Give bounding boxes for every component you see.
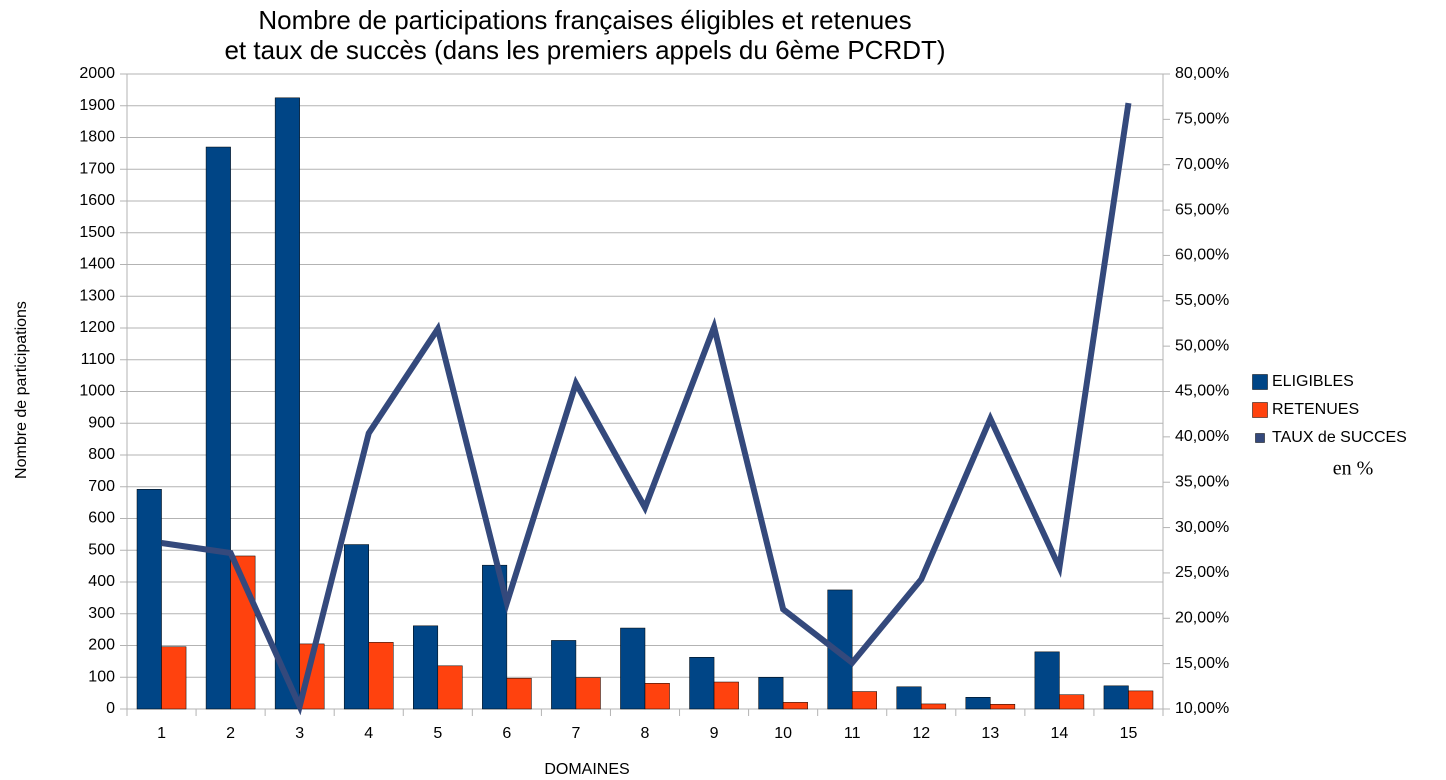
x-tick-label: 14 bbox=[1051, 725, 1069, 742]
y-tick-label: 1800 bbox=[79, 129, 115, 146]
y-tick-label: 1300 bbox=[79, 287, 115, 304]
bar bbox=[551, 640, 577, 710]
y-tick-label: 1100 bbox=[81, 351, 116, 368]
bar bbox=[851, 691, 877, 710]
y-tick-label: 1000 bbox=[79, 383, 115, 400]
y2-tick-label: 75,00% bbox=[1175, 111, 1229, 128]
annotation: en % bbox=[1333, 458, 1374, 480]
y-tick-label: 1600 bbox=[79, 192, 115, 209]
line bbox=[161, 102, 1132, 716]
y2-tick-label: 55,00% bbox=[1175, 292, 1229, 309]
y-tick-label: 600 bbox=[88, 510, 115, 527]
y2-tick-label: 60,00% bbox=[1175, 247, 1229, 264]
x-tick-label: 5 bbox=[433, 725, 442, 742]
y2-tick-label: 70,00% bbox=[1175, 156, 1229, 173]
x-tick-label: 1 bbox=[157, 725, 166, 742]
y-tick-label: 2000 bbox=[79, 65, 115, 82]
y2-tick-label: 20,00% bbox=[1175, 610, 1229, 627]
y-axis-label: Nombre de participations bbox=[13, 301, 30, 479]
bar bbox=[575, 677, 601, 710]
y-tick-label: 1700 bbox=[79, 160, 115, 177]
bar bbox=[758, 677, 784, 710]
chart-title: et taux de succès (dans les premiers app… bbox=[224, 35, 945, 65]
x-tick-label: 11 bbox=[844, 725, 861, 742]
y-tick-label: 200 bbox=[88, 637, 115, 654]
bar bbox=[782, 702, 808, 710]
x-tick-label: 13 bbox=[981, 725, 999, 742]
y-tick-label: 900 bbox=[88, 414, 115, 431]
x-tick-label: 9 bbox=[710, 725, 719, 742]
bar bbox=[1103, 685, 1129, 710]
y-tick-label: 800 bbox=[88, 446, 115, 463]
bar bbox=[161, 646, 187, 710]
x-tick-label: 4 bbox=[364, 725, 373, 742]
bar bbox=[990, 703, 1016, 710]
y-tick-label: 400 bbox=[88, 573, 115, 590]
bar bbox=[205, 146, 231, 710]
legend-swatch bbox=[1255, 433, 1265, 443]
x-tick-label: 15 bbox=[1120, 725, 1138, 742]
bar bbox=[1128, 690, 1154, 710]
legend-label: TAUX de SUCCES bbox=[1272, 429, 1407, 446]
bar bbox=[343, 544, 369, 710]
y-tick-label: 300 bbox=[88, 605, 115, 622]
y-tick-label: 0 bbox=[106, 700, 115, 717]
y2-tick-label: 40,00% bbox=[1175, 428, 1229, 445]
legend-label: ELIGIBLES bbox=[1272, 373, 1354, 390]
y-tick-label: 1900 bbox=[79, 97, 115, 114]
y2-tick-label: 10,00% bbox=[1175, 700, 1229, 717]
x-tick-label: 6 bbox=[502, 725, 511, 742]
y-tick-label: 1500 bbox=[79, 224, 115, 241]
y-tick-label: 100 bbox=[88, 668, 115, 685]
bar bbox=[413, 625, 439, 710]
bar bbox=[506, 677, 532, 710]
bar bbox=[136, 489, 162, 710]
legend-swatch bbox=[1252, 374, 1268, 390]
bar bbox=[713, 681, 739, 710]
chart-title: Nombre de participations françaises élig… bbox=[258, 5, 911, 35]
y2-tick-label: 25,00% bbox=[1175, 564, 1229, 581]
y2-tick-label: 45,00% bbox=[1175, 383, 1229, 400]
y-tick-label: 1200 bbox=[79, 319, 115, 336]
y2-tick-label: 65,00% bbox=[1175, 201, 1229, 218]
bar bbox=[689, 656, 715, 710]
x-tick-label: 3 bbox=[295, 725, 304, 742]
x-tick-label: 10 bbox=[774, 725, 792, 742]
y2-tick-label: 80,00% bbox=[1175, 65, 1229, 82]
legend-swatch bbox=[1252, 402, 1268, 418]
x-tick-label: 7 bbox=[571, 725, 580, 742]
bar bbox=[644, 683, 670, 710]
x-tick-label: 12 bbox=[912, 725, 930, 742]
x-tick-label: 2 bbox=[226, 725, 235, 742]
y-tick-label: 1400 bbox=[79, 256, 115, 273]
x-tick-label: 8 bbox=[641, 725, 650, 742]
bar bbox=[620, 627, 646, 710]
y2-tick-label: 30,00% bbox=[1175, 519, 1229, 536]
bar bbox=[368, 642, 394, 710]
y-tick-label: 700 bbox=[88, 478, 115, 495]
y2-tick-label: 35,00% bbox=[1175, 473, 1229, 490]
bar bbox=[896, 686, 922, 710]
bar bbox=[1059, 694, 1085, 710]
bar bbox=[1034, 651, 1060, 710]
bar bbox=[437, 665, 463, 710]
bar bbox=[921, 703, 947, 710]
x-axis-label: DOMAINES bbox=[544, 761, 629, 778]
y-tick-label: 500 bbox=[88, 541, 115, 558]
bar bbox=[965, 697, 991, 710]
legend-label: RETENUES bbox=[1272, 401, 1359, 418]
y2-tick-label: 15,00% bbox=[1175, 655, 1229, 672]
bar bbox=[274, 97, 300, 710]
y2-tick-label: 50,00% bbox=[1175, 337, 1229, 354]
